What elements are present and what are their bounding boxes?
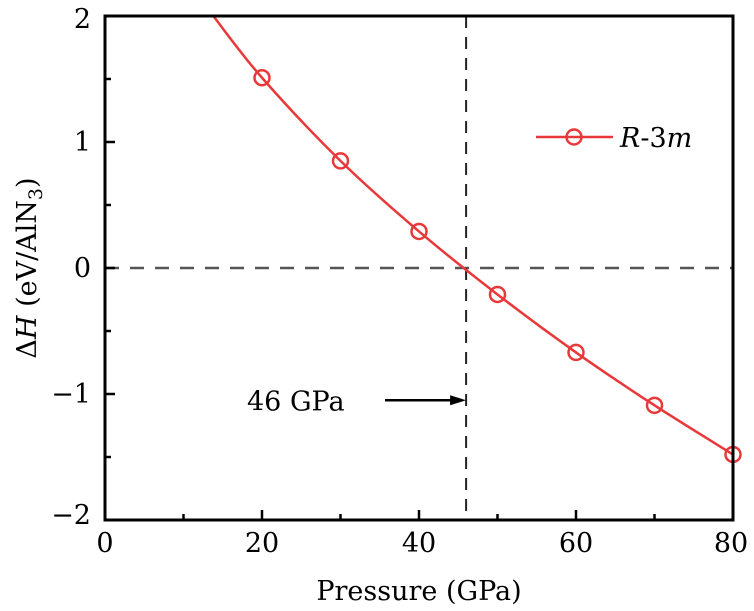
y-axis-title-sub: 3	[25, 188, 47, 200]
y-tick-label: 1	[74, 127, 91, 158]
x-tick-label: 80	[714, 528, 748, 559]
x-tick-label: 60	[559, 528, 593, 559]
y-tick-label: 2	[74, 4, 91, 35]
x-tick-label: 20	[245, 528, 279, 559]
annotation: 46 GPa	[247, 386, 467, 417]
y-tick-labels: 2 1 0 −1 −2	[51, 4, 91, 531]
y-tick-label: 0	[74, 253, 91, 284]
reference-lines	[105, 16, 733, 520]
data-point-marker	[488, 285, 507, 304]
annotation-arrow-head	[450, 395, 467, 406]
legend-label-m: m	[667, 123, 693, 154]
series-line-r-3m	[212, 15, 734, 456]
x-axis-title: Pressure (GPa)	[316, 576, 521, 607]
y-tick-label: −2	[51, 500, 91, 531]
x-tick-label: 40	[402, 528, 436, 559]
y-tick-label: −1	[51, 379, 91, 410]
y-axis-title-close: )	[12, 177, 43, 188]
data-point-marker	[253, 68, 271, 87]
legend-label-num: -3	[640, 123, 666, 154]
data-point-marker	[410, 222, 428, 241]
y-axis-title-delta: Δ	[12, 339, 43, 359]
annotation-label: 46 GPa	[247, 386, 345, 417]
legend-label-r: R	[619, 123, 640, 154]
series-markers-group	[253, 68, 742, 464]
legend: R-3m	[536, 123, 692, 154]
y-axis-title-var: H	[12, 315, 43, 340]
data-point-marker	[331, 152, 350, 170]
data-point-marker	[567, 343, 585, 362]
legend-marker	[565, 128, 583, 146]
legend-label: R-3m	[619, 123, 692, 154]
y-axis-title-unit: (eV/AlN	[12, 200, 43, 315]
x-tick-labels: 0 20 40 60 80	[96, 528, 748, 559]
series-curve-group	[212, 15, 734, 456]
data-point-marker	[645, 396, 664, 415]
axis-ticks	[103, 14, 735, 522]
x-tick-label: 0	[96, 528, 113, 559]
y-axis-title: ΔH (eV/AlN3)	[12, 177, 47, 358]
